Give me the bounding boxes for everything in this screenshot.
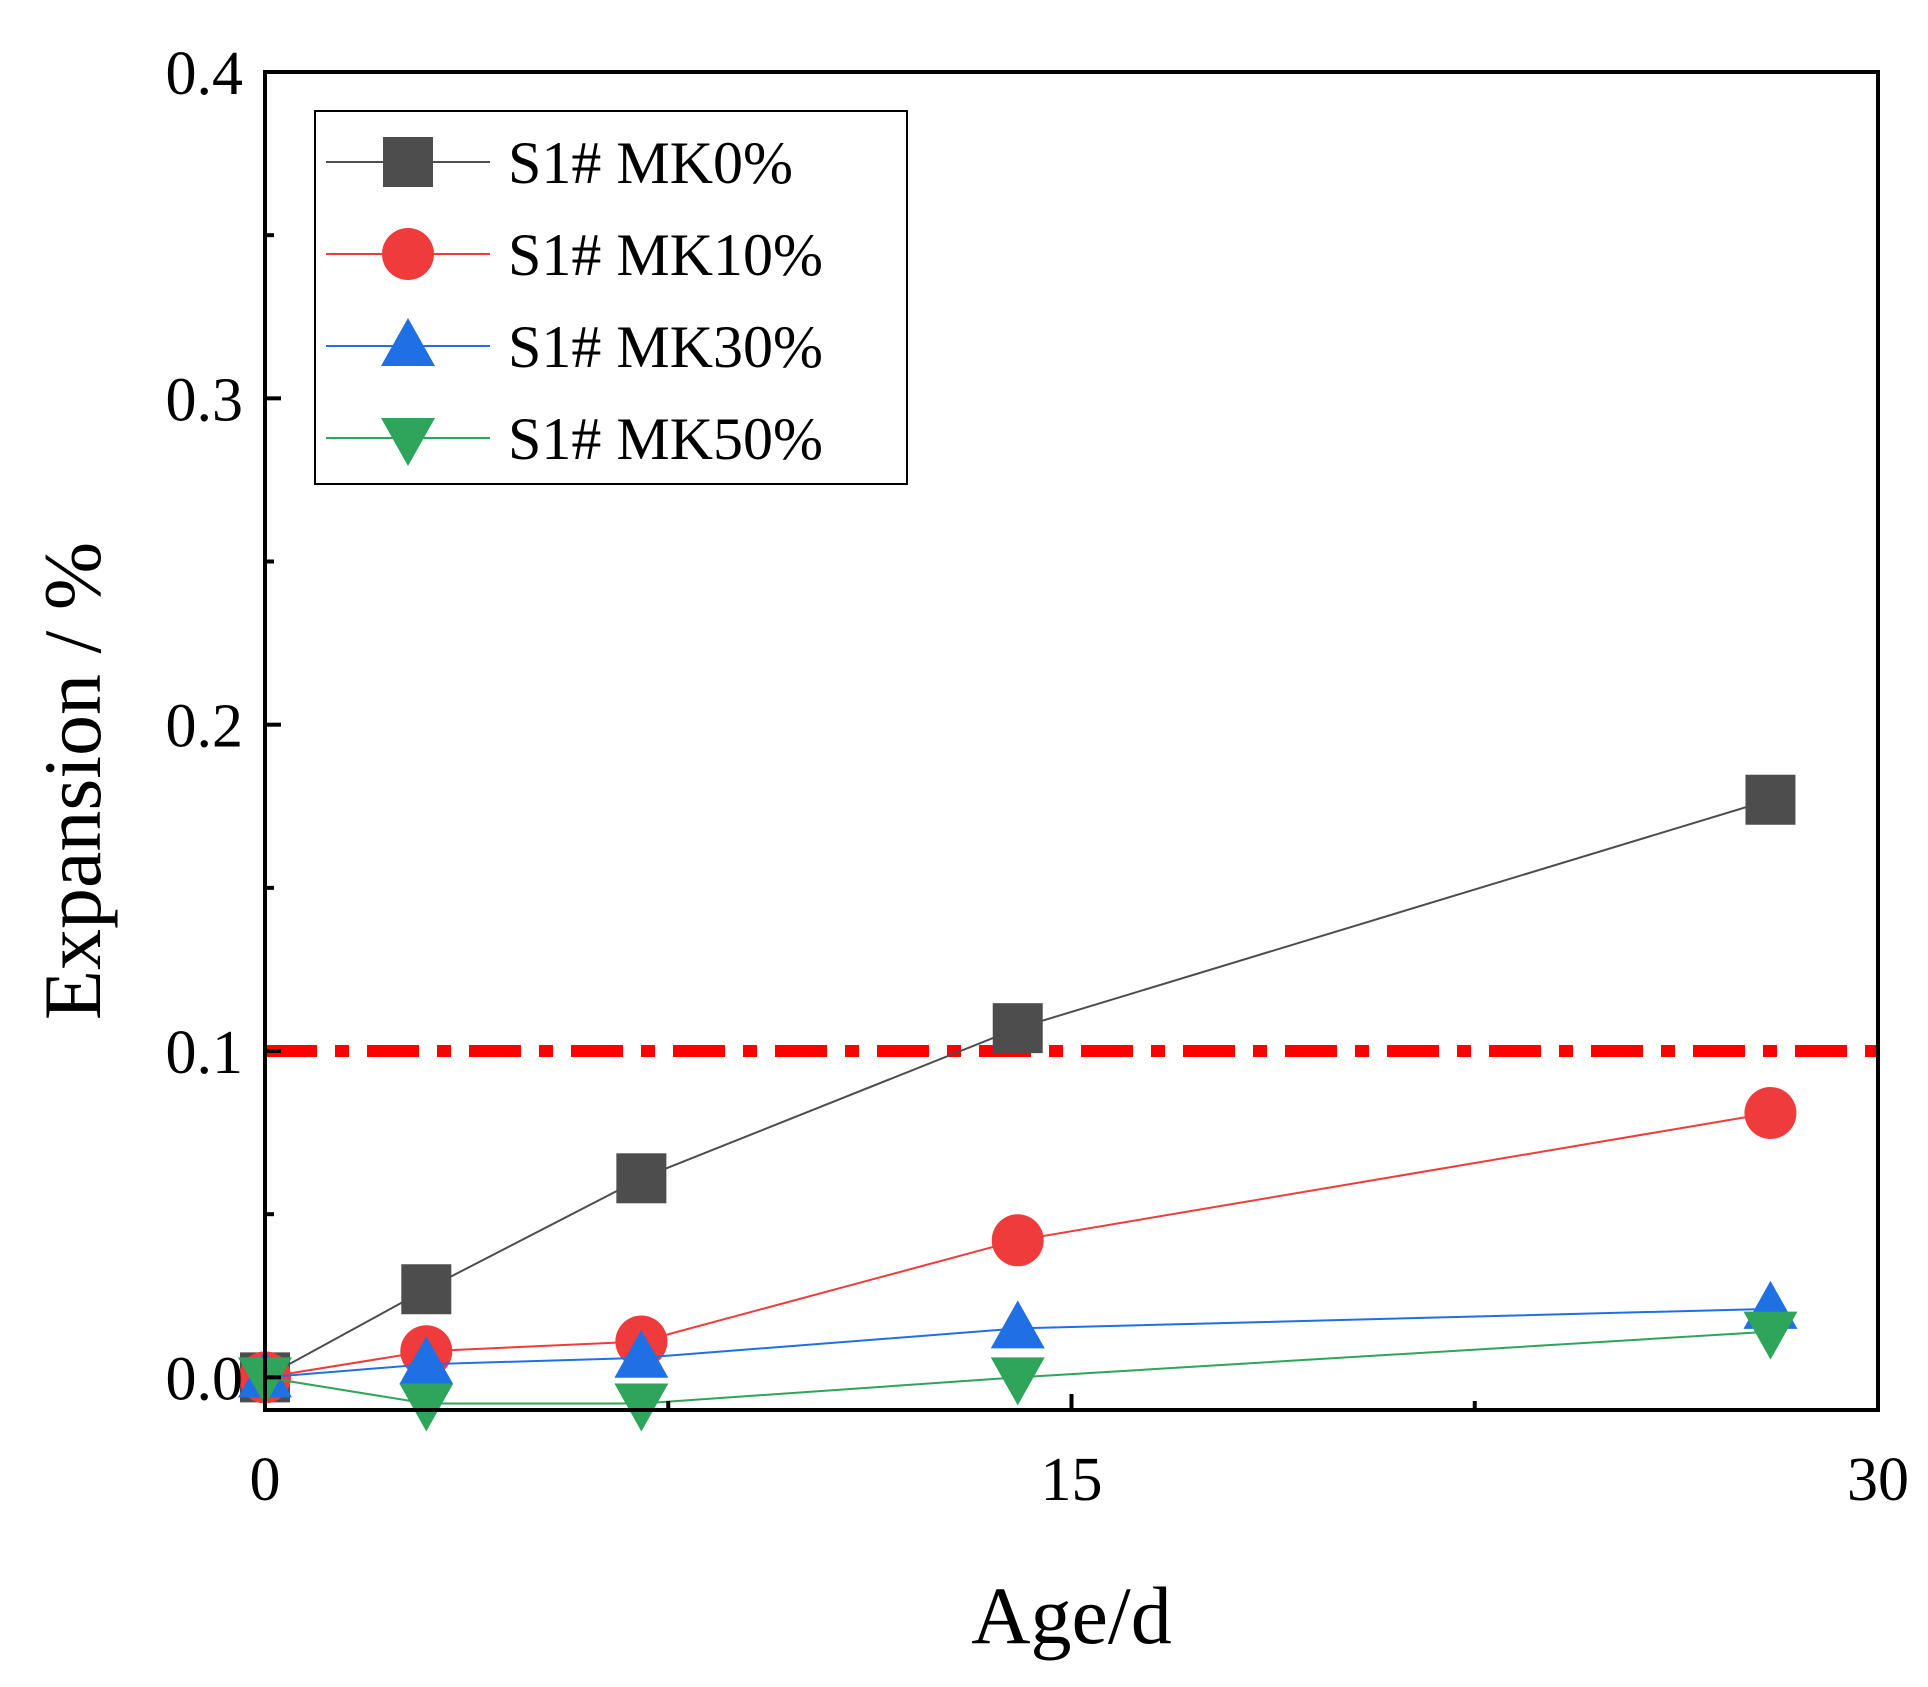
legend-label: S1# MK0% <box>508 130 793 196</box>
y-tick-label: 0.1 <box>166 1019 244 1087</box>
legend-item-3: S1# MK50% <box>326 406 823 472</box>
x-tick-label: 30 <box>1847 1446 1909 1514</box>
y-tick-label: 0.0 <box>166 1345 244 1413</box>
data-point <box>614 1329 669 1378</box>
data-point <box>399 1383 454 1432</box>
data-point <box>992 1003 1043 1054</box>
data-point <box>614 1383 669 1432</box>
axes: 0.0 0.1 0.2 0.3 0.4 0 15 30 <box>166 40 1910 1514</box>
data-point <box>990 1357 1045 1406</box>
y-tick-label: 0.3 <box>166 366 244 434</box>
legend-marker <box>381 318 435 366</box>
x-axis-title: Age/d <box>971 1570 1171 1661</box>
x-tick-label: 0 <box>250 1446 281 1514</box>
y-tick-label: 0.2 <box>166 693 244 761</box>
y-axis-title: Expansion / % <box>27 542 118 1020</box>
data-point <box>1743 1311 1798 1360</box>
legend: S1# MK0% S1# MK10% S1# MK30% S1# MK50% <box>314 110 908 485</box>
series-group <box>238 774 1798 1432</box>
legend-item-1: S1# MK10% <box>326 222 823 288</box>
series-line <box>264 798 1771 1379</box>
legend-marker <box>382 228 434 280</box>
legend-label: S1# MK50% <box>508 406 823 472</box>
legend-label: S1# MK10% <box>508 222 823 288</box>
data-point <box>990 1300 1045 1349</box>
series-0 <box>240 774 1796 1403</box>
data-point <box>1744 1087 1797 1140</box>
data-point <box>991 1214 1044 1267</box>
series-2 <box>238 1280 1798 1398</box>
legend-marker <box>383 137 433 187</box>
legend-item-2: S1# MK30% <box>326 314 823 380</box>
x-tick-label: 15 <box>1041 1446 1103 1514</box>
data-point <box>399 1336 454 1385</box>
legend-item-0: S1# MK0% <box>326 130 793 196</box>
data-point <box>616 1153 667 1204</box>
legend-label: S1# MK30% <box>508 314 823 380</box>
y-tick-label: 0.4 <box>166 40 244 108</box>
data-point <box>401 1264 452 1315</box>
series-1 <box>239 1087 1797 1404</box>
legend-marker <box>381 418 435 466</box>
data-point <box>1745 774 1796 825</box>
